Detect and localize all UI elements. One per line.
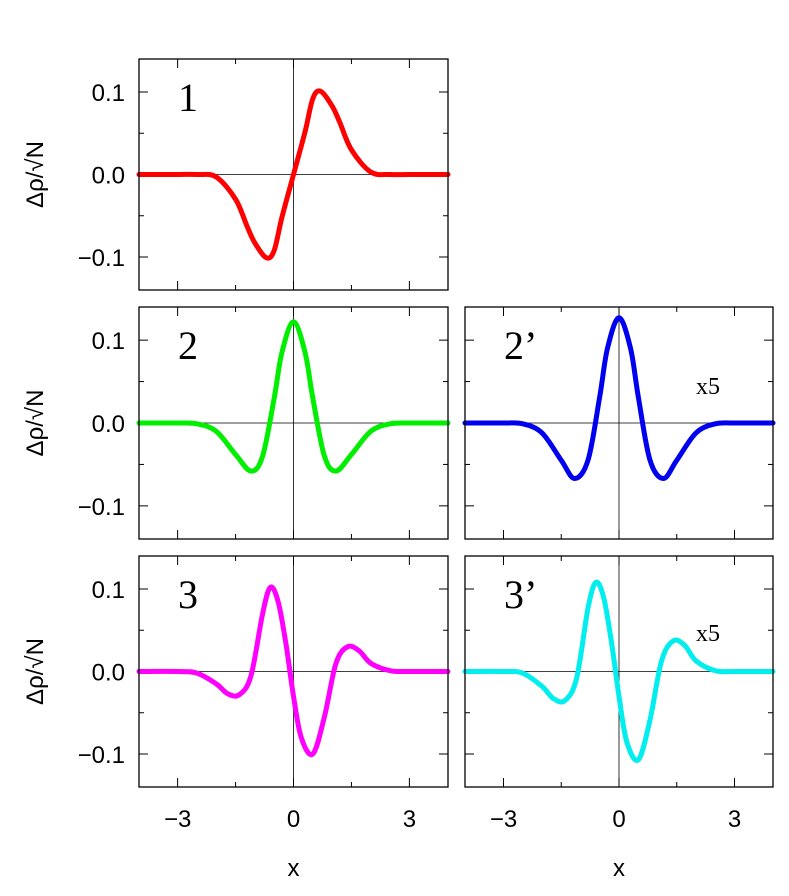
- panel-label-3-prime: 3’: [504, 572, 537, 617]
- curve-2-prime: [462, 315, 776, 482]
- x-tick-label-3: 3: [403, 806, 416, 833]
- y-axis-title-2: Δρ/√N: [22, 390, 49, 457]
- y-tick-label-2: −0.1: [78, 494, 125, 521]
- curve-3: [136, 584, 451, 758]
- x-tick-label-3: −3: [164, 806, 191, 833]
- y-axis-title-3: Δρ/√N: [22, 638, 49, 705]
- y-tick-label-3: 0.0: [92, 660, 125, 687]
- panel-label-2: 2: [178, 323, 198, 368]
- y-tick-label-1: −0.1: [78, 245, 125, 272]
- x-tick-label-3-prime: −3: [490, 806, 517, 833]
- y-tick-label-1: 0.1: [92, 80, 125, 107]
- panel-frame-2: [138, 306, 449, 540]
- panel-label-3: 3: [178, 572, 198, 617]
- x-tick-label-3: 0: [287, 806, 300, 833]
- panel-frame-3: [138, 555, 449, 788]
- scale-label-2-prime: x5: [696, 374, 720, 400]
- x-tick-label-3-prime: 0: [612, 806, 625, 833]
- curve-2: [136, 319, 451, 474]
- y-tick-label-3: 0.1: [92, 577, 125, 604]
- y-tick-label-2: 0.0: [92, 411, 125, 438]
- curve-3-prime: [462, 579, 776, 763]
- panel-frame-2-prime: [464, 306, 774, 540]
- y-tick-label-2: 0.1: [92, 328, 125, 355]
- x-axis-title-3-prime: x: [613, 855, 625, 882]
- curve-1: [136, 88, 451, 261]
- y-tick-label-3: −0.1: [78, 742, 125, 769]
- panel-frame-3-prime: [464, 555, 774, 788]
- x-tick-label-3-prime: 3: [728, 806, 741, 833]
- panel-frame-1: [138, 58, 449, 291]
- scale-label-3-prime: x5: [696, 621, 720, 647]
- x-axis-title-3: x: [288, 855, 300, 882]
- panel-label-2-prime: 2’: [504, 323, 537, 368]
- panel-label-1: 1: [178, 75, 198, 120]
- y-axis-title-1: Δρ/√N: [22, 141, 49, 208]
- y-tick-label-1: 0.0: [92, 163, 125, 190]
